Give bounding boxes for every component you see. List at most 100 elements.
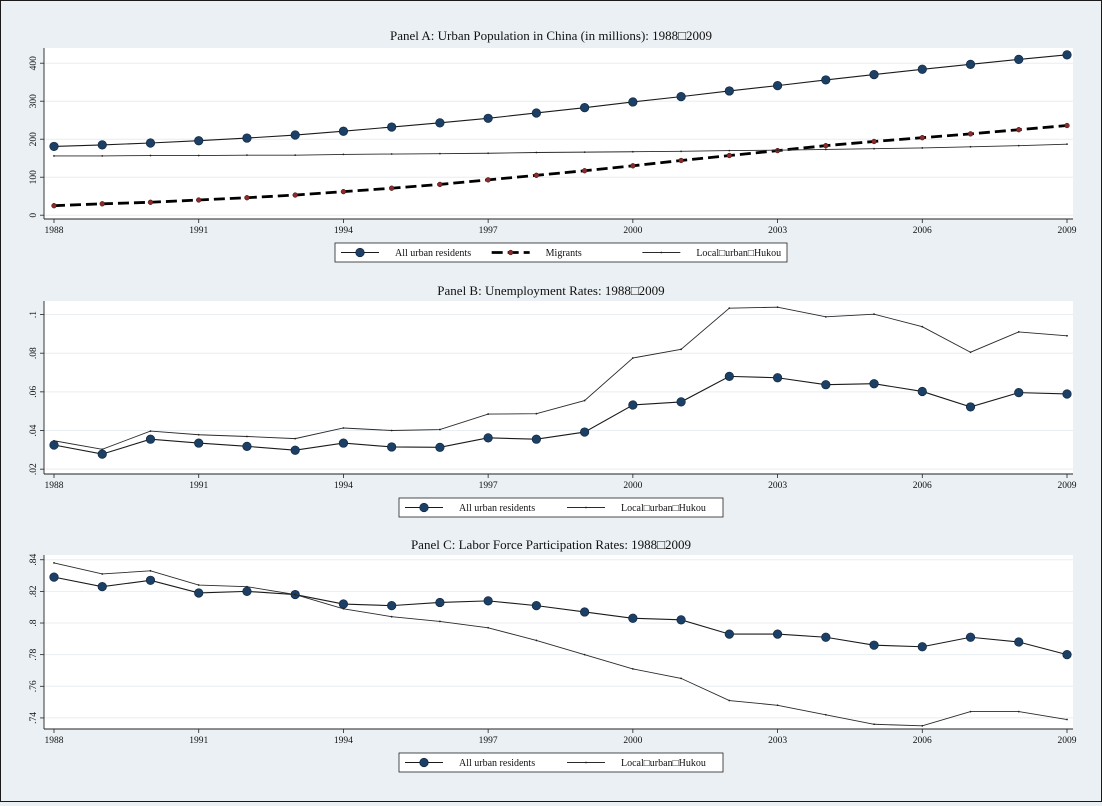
series-line [53,54,1068,147]
data-point [871,138,877,145]
data-point [145,138,156,148]
data-point [246,435,248,438]
data-point [869,640,879,650]
data-point [628,97,638,107]
data-point [969,145,972,148]
x-tick-label: 2009 [1058,226,1077,236]
data-point [145,434,156,444]
series-local-urban-hukou [53,306,1068,451]
data-point [197,154,200,157]
y-tick-label: .02 [29,463,39,475]
data-point [1017,144,1020,147]
data-point [99,201,105,207]
data-point [676,397,686,407]
data-point [487,626,490,629]
data-point [531,601,541,611]
legend-swatch-marker [508,249,514,256]
data-point [338,126,349,136]
x-tick-label: 1988 [45,481,64,491]
data-point [145,575,156,585]
series-local-urban-hukou [53,143,1068,157]
series-all-urban-residents [49,371,1072,459]
data-point [873,147,875,150]
data-point [873,723,875,726]
y-tick-label: .8 [29,619,39,626]
data-point [242,441,252,451]
data-point [724,371,734,381]
data-point [49,440,59,450]
y-tick-label: 300 [29,94,39,109]
data-point [197,584,200,586]
data-point [680,150,682,153]
data-point [583,399,586,402]
data-point [389,185,395,191]
legend: All urban residents Local□urban□Hukou [398,497,724,518]
data-point [387,442,397,452]
data-point [147,199,154,205]
data-point [726,152,732,159]
data-point [294,154,297,157]
legend-label: Local□urban□Hukou [621,758,706,769]
data-point [487,152,490,155]
data-point [390,153,393,155]
data-point [776,149,779,152]
data-point [969,351,972,354]
data-point [101,573,104,575]
data-point [483,596,493,606]
legend-label: All urban residents [459,503,535,514]
data-point [969,710,972,713]
data-point [439,428,441,431]
data-point [101,155,104,157]
series-line [53,562,1068,727]
x-tick-label: 2000 [623,481,642,491]
data-point [772,81,783,91]
x-tick-label: 1994 [334,481,353,491]
data-point [53,439,55,442]
data-point [485,177,491,183]
x-tick-label: 1994 [334,736,353,746]
data-point [390,429,393,432]
data-point [338,599,349,609]
data-point [917,386,927,397]
x-tick-label: 1994 [334,226,353,236]
data-point [435,442,445,452]
data-point [97,449,107,459]
data-point [387,601,397,611]
data-point [921,147,924,149]
legend-label: All urban residents [395,248,471,259]
legend-swatch-marker [660,251,663,254]
data-point [196,197,202,203]
data-point [342,427,345,429]
data-point [873,313,875,316]
data-point [823,143,829,149]
legend-label: All urban residents [459,758,535,769]
data-point [583,653,586,656]
data-point [724,86,734,96]
data-point [194,588,204,598]
legend-label: Local□urban□Hukou [696,248,781,259]
data-point [194,136,204,146]
data-point [1066,334,1068,337]
y-tick-label: 0 [29,213,39,218]
x-tick-label: 2006 [913,736,932,746]
data-point [1066,143,1068,146]
data-point [631,357,634,359]
x-tick-label: 2003 [768,481,787,491]
data-point [290,445,300,455]
x-tick-label: 1997 [479,736,498,746]
y-tick-label: .78 [29,648,39,660]
data-point [869,69,879,80]
x-tick-label: 1991 [189,736,208,746]
data-point [630,163,636,169]
data-point [242,133,252,143]
legend-label: Migrants [546,248,582,259]
data-point [628,400,638,410]
legend: All urban residents Local□urban□Hukou [398,752,724,773]
data-point [97,582,107,592]
plot-area [44,48,1073,219]
data-point [246,154,248,157]
data-point [53,155,55,157]
y-tick-label: .76 [29,680,39,692]
data-point [821,380,831,390]
